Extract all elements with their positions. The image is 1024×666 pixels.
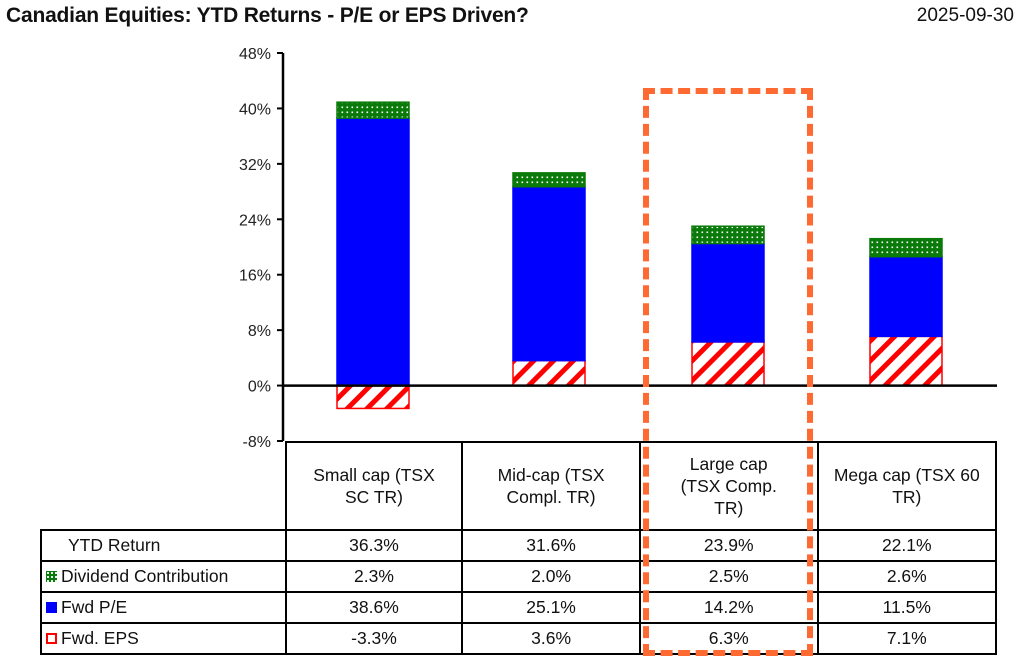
row-label: YTD Return — [40, 529, 287, 562]
table-cell: 25.1% — [461, 591, 641, 624]
y-axis: 48%40%32%24%16%8%0%-8% — [239, 46, 283, 451]
pe-legend-swatch-icon — [46, 602, 57, 613]
table-cell: 7.1% — [816, 622, 998, 655]
bar-segment-fwd-pe — [336, 117, 410, 387]
chart-title: Canadian Equities: YTD Returns - P/E or … — [6, 4, 529, 27]
y-tick-label: 40% — [239, 101, 271, 118]
bar-segment-dividend — [512, 172, 586, 188]
bar-segment-fwd-pe — [691, 242, 765, 343]
table-cell: 11.5% — [816, 591, 998, 624]
bar-segment-fwd-pe — [869, 255, 943, 338]
table-cell: 14.2% — [638, 591, 819, 624]
bar-segment-dividend — [691, 225, 765, 245]
bar-segment-fwd-pe — [512, 185, 586, 362]
y-tick-label: 32% — [239, 157, 271, 174]
column-header: Mid-cap (TSX Compl. TR) — [461, 441, 641, 531]
table-cell: 38.6% — [284, 591, 464, 624]
row-label: Fwd P/E — [40, 591, 287, 624]
row-label: Dividend Contribution — [40, 560, 287, 593]
y-tick-label: 0% — [248, 379, 271, 396]
data-table: Small cap (TSX SC TR) Mid-cap (TSX Compl… — [40, 441, 998, 655]
column-header: Small cap (TSX SC TR) — [284, 441, 464, 531]
table-cell: 6.3% — [638, 622, 819, 655]
bar-segment-fwd-eps — [512, 359, 586, 387]
table-cell: 22.1% — [816, 529, 998, 562]
row-label-text: YTD Return — [68, 535, 161, 555]
table-cell: 36.3% — [284, 529, 464, 562]
bar-segment-fwd-eps — [869, 335, 943, 387]
chart-date: 2025-09-30 — [916, 5, 1014, 26]
row-label-text: Fwd P/E — [61, 597, 128, 617]
bars-group — [336, 101, 943, 410]
table-header-row: Small cap (TSX SC TR) Mid-cap (TSX Compl… — [41, 441, 998, 531]
table-cell: 2.6% — [816, 560, 998, 593]
table-row-fwd-pe: Fwd P/E 38.6% 25.1% 14.2% 11.5% — [40, 591, 998, 624]
table-cell: 2.5% — [638, 560, 819, 593]
table-cell: 23.9% — [638, 529, 819, 562]
axis-lines — [281, 53, 997, 441]
table-row-fwd-eps: Fwd. EPS -3.3% 3.6% 6.3% 7.1% — [40, 622, 998, 655]
bar-segment-fwd-eps — [336, 384, 410, 410]
table-corner — [41, 442, 287, 531]
eps-legend-swatch-icon — [46, 633, 57, 644]
table-cell: -3.3% — [284, 622, 464, 655]
table-row-dividend-contribution: Dividend Contribution 2.3% 2.0% 2.5% 2.6… — [40, 560, 998, 593]
dividend-legend-swatch-icon — [46, 571, 57, 582]
bar-segment-dividend — [336, 101, 410, 119]
table-cell: 3.6% — [461, 622, 641, 655]
column-header: Mega cap (TSX 60 TR) — [816, 441, 998, 531]
y-tick-label: 24% — [239, 212, 271, 229]
table-cell: 2.3% — [284, 560, 464, 593]
table-row-ytd-return: YTD Return 36.3% 31.6% 23.9% 22.1% — [40, 529, 998, 562]
column-header: Large cap (TSX Comp. TR) — [638, 441, 819, 531]
row-label: Fwd. EPS — [40, 622, 287, 655]
bar-segment-fwd-eps — [691, 341, 765, 387]
y-tick-label: 8% — [248, 323, 271, 340]
bar-segment-dividend — [869, 237, 943, 258]
y-tick-label: 16% — [239, 268, 271, 285]
table-cell: 2.0% — [461, 560, 641, 593]
row-label-text: Dividend Contribution — [61, 566, 229, 586]
row-label-text: Fwd. EPS — [61, 628, 139, 648]
table-cell: 31.6% — [461, 529, 641, 562]
y-tick-label: 48% — [239, 46, 271, 63]
